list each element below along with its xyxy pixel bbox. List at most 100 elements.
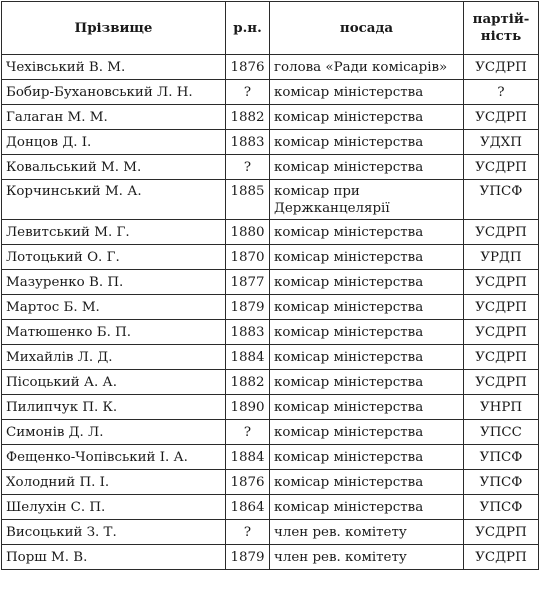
- cell-party: УСДРП: [463, 269, 539, 295]
- cell-position: комісар міністерства: [269, 129, 464, 155]
- table-row: Галаган М. М. 1882 комісар міністерства …: [1, 104, 539, 130]
- cell-year: 1883: [225, 129, 270, 155]
- cell-name: Симонів Д. Л.: [1, 419, 226, 445]
- cell-year: 1870: [225, 244, 270, 270]
- cell-party: УСДРП: [463, 54, 539, 80]
- cell-party: УПСС: [463, 419, 539, 445]
- cell-position: комісар міністерства: [269, 269, 464, 295]
- cell-year: 1879: [225, 544, 270, 570]
- cell-position: член рев. комітету: [269, 544, 464, 570]
- table-row: Фещенко-Чопівський І. А. 1884 комісар мі…: [1, 444, 539, 470]
- table-row: Корчинський М. А. 1885 комісар при Держк…: [1, 179, 539, 220]
- cell-year: 1883: [225, 319, 270, 345]
- cell-name: Михайлів Л. Д.: [1, 344, 226, 370]
- table-row: Михайлів Л. Д. 1884 комісар міністерства…: [1, 344, 539, 370]
- cell-name: Пилипчук П. К.: [1, 394, 226, 420]
- cell-position: комісар міністерства: [269, 444, 464, 470]
- table-row: Шелухін С. П. 1864 комісар міністерства …: [1, 494, 539, 520]
- cell-party: УСДРП: [463, 544, 539, 570]
- table-row: Лотоцький О. Г. 1870 комісар міністерств…: [1, 244, 539, 270]
- table-row: Матюшенко Б. П. 1883 комісар міністерств…: [1, 319, 539, 345]
- table-row: Холодний П. І. 1876 комісар міністерства…: [1, 469, 539, 495]
- cell-name: Чехівський В. М.: [1, 54, 226, 80]
- cell-party: УДХП: [463, 129, 539, 155]
- table-row: Мартос Б. М. 1879 комісар міністерства У…: [1, 294, 539, 320]
- table-row: Чехівський В. М. 1876 голова «Ради коміс…: [1, 54, 539, 80]
- cell-year: ?: [225, 154, 270, 180]
- cell-year: 1864: [225, 494, 270, 520]
- commissars-table: Прізвище р.н. посада партій- ність Чехів…: [1, 1, 539, 570]
- cell-year: 1884: [225, 344, 270, 370]
- table-header-row: Прізвище р.н. посада партій- ність: [1, 1, 539, 55]
- cell-party: УСДРП: [463, 344, 539, 370]
- cell-year: ?: [225, 519, 270, 545]
- cell-party: УРДП: [463, 244, 539, 270]
- cell-party: УСДРП: [463, 219, 539, 245]
- cell-name: Бобир-Бухановський Л. Н.: [1, 79, 226, 105]
- cell-name: Порш М. В.: [1, 544, 226, 570]
- cell-year: ?: [225, 79, 270, 105]
- cell-year: 1876: [225, 54, 270, 80]
- cell-position: комісар міністерства: [269, 294, 464, 320]
- cell-position: комісар міністерства: [269, 344, 464, 370]
- cell-name: Корчинський М. А.: [1, 179, 226, 220]
- cell-party: УПСФ: [463, 494, 539, 520]
- cell-year: 1885: [225, 179, 270, 220]
- table-row: Пісоцький А. А. 1882 комісар міністерств…: [1, 369, 539, 395]
- cell-position: комісар міністерства: [269, 419, 464, 445]
- cell-position: комісар міністерства: [269, 319, 464, 345]
- table-row: Висоцький З. Т. ? член рев. комітету УСД…: [1, 519, 539, 545]
- cell-name: Пісоцький А. А.: [1, 369, 226, 395]
- cell-name: Лотоцький О. Г.: [1, 244, 226, 270]
- cell-name: Висоцький З. Т.: [1, 519, 226, 545]
- cell-party: УНРП: [463, 394, 539, 420]
- cell-party: УСДРП: [463, 154, 539, 180]
- cell-name: Мазуренко В. П.: [1, 269, 226, 295]
- cell-party: УСДРП: [463, 319, 539, 345]
- cell-party: УСДРП: [463, 369, 539, 395]
- cell-year: 1884: [225, 444, 270, 470]
- cell-name: Галаган М. М.: [1, 104, 226, 130]
- cell-year: 1882: [225, 369, 270, 395]
- cell-year: 1882: [225, 104, 270, 130]
- header-year: р.н.: [225, 1, 270, 55]
- cell-name: Матюшенко Б. П.: [1, 319, 226, 345]
- header-party: партій- ність: [463, 1, 539, 55]
- cell-year: 1877: [225, 269, 270, 295]
- cell-position: комісар міністерства: [269, 369, 464, 395]
- cell-party: УСДРП: [463, 294, 539, 320]
- cell-party: УПСФ: [463, 179, 539, 220]
- cell-name: Фещенко-Чопівський І. А.: [1, 444, 226, 470]
- header-party-line2: ність: [480, 28, 522, 44]
- cell-year: 1880: [225, 219, 270, 245]
- cell-name: Ковальський М. М.: [1, 154, 226, 180]
- cell-name: Холодний П. І.: [1, 469, 226, 495]
- cell-name: Донцов Д. І.: [1, 129, 226, 155]
- table-row: Пилипчук П. К. 1890 комісар міністерства…: [1, 394, 539, 420]
- cell-position: комісар міністерства: [269, 494, 464, 520]
- cell-position: комісар міністерства: [269, 154, 464, 180]
- header-position: посада: [269, 1, 464, 55]
- cell-position: комісар при Держканцелярії: [269, 179, 464, 220]
- table-row: Мазуренко В. П. 1877 комісар міністерств…: [1, 269, 539, 295]
- cell-party: ?: [463, 79, 539, 105]
- table-row: Симонів Д. Л. ? комісар міністерства УПС…: [1, 419, 539, 445]
- cell-year: 1876: [225, 469, 270, 495]
- cell-name: Левитський М. Г.: [1, 219, 226, 245]
- cell-party: УПСФ: [463, 444, 539, 470]
- cell-year: 1879: [225, 294, 270, 320]
- cell-position: член рев. комітету: [269, 519, 464, 545]
- cell-position: комісар міністерства: [269, 104, 464, 130]
- cell-party: УСДРП: [463, 104, 539, 130]
- table-row: Донцов Д. І. 1883 комісар міністерства У…: [1, 129, 539, 155]
- cell-position: комісар міністерства: [269, 244, 464, 270]
- cell-year: 1890: [225, 394, 270, 420]
- cell-party: УСДРП: [463, 519, 539, 545]
- cell-name: Мартос Б. М.: [1, 294, 226, 320]
- table-row: Левитський М. Г. 1880 комісар міністерст…: [1, 219, 539, 245]
- cell-position: комісар міністерства: [269, 394, 464, 420]
- cell-name: Шелухін С. П.: [1, 494, 226, 520]
- cell-year: ?: [225, 419, 270, 445]
- table-row: Бобир-Бухановський Л. Н. ? комісар мініс…: [1, 79, 539, 105]
- table-row: Ковальський М. М. ? комісар міністерства…: [1, 154, 539, 180]
